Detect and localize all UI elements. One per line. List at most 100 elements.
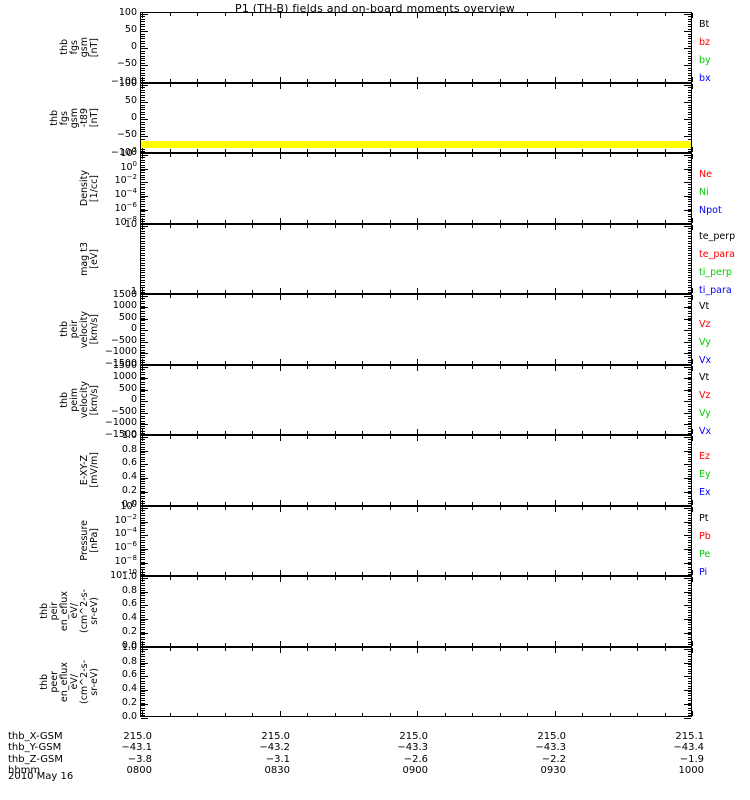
legend-item-ti_para[interactable]: ti_para xyxy=(699,284,732,296)
legend-item-vy[interactable]: Vy xyxy=(699,337,711,349)
y-minor-tick xyxy=(141,133,145,135)
legend-item-ne[interactable]: Ne xyxy=(699,169,712,181)
x-major-tick xyxy=(142,436,143,441)
legend-item-ez[interactable]: Ez xyxy=(699,451,710,463)
x-minor-tick xyxy=(225,290,226,293)
legend-item-vx[interactable]: Vx xyxy=(699,355,712,367)
y-minor-tick xyxy=(687,36,691,37)
x-major-tick xyxy=(417,711,418,716)
x-minor-tick xyxy=(170,224,171,228)
y-minor-tick xyxy=(687,469,691,470)
x-minor-tick xyxy=(390,224,391,228)
panel-fgs-gsm[interactable] xyxy=(140,12,693,84)
panel-peir-velocity[interactable] xyxy=(140,294,693,366)
y-axis-title-word: sr-eV) xyxy=(89,597,100,626)
y-major-tick xyxy=(141,14,148,15)
y-minor-tick xyxy=(687,43,691,44)
x-minor-tick xyxy=(197,506,198,510)
x-minor-tick xyxy=(445,642,446,646)
y-minor-tick xyxy=(141,493,145,494)
legend-item-ti_perp[interactable]: ti_perp xyxy=(699,266,732,278)
x-minor-tick xyxy=(335,149,336,152)
x-minor-tick xyxy=(307,149,308,152)
x-major-tick xyxy=(555,506,556,512)
panel-fgs-gsm-t89[interactable] xyxy=(140,82,693,155)
x-major-tick xyxy=(555,358,556,364)
y-tick-label: 10−4 xyxy=(114,186,137,201)
legend-item-by[interactable]: by xyxy=(699,55,711,67)
panel-mag-t3[interactable] xyxy=(140,223,693,294)
y-minor-tick xyxy=(141,388,145,390)
x-major-tick xyxy=(692,295,693,300)
y-minor-tick xyxy=(141,408,145,410)
panel-peir-en-eflux[interactable] xyxy=(140,576,693,648)
y-major-tick xyxy=(684,717,691,719)
legend-item-vt[interactable]: Vt xyxy=(699,301,710,313)
x-minor-tick xyxy=(252,13,253,16)
panel-efield[interactable] xyxy=(140,435,693,507)
x-minor-tick xyxy=(445,506,446,510)
y-minor-tick xyxy=(687,496,691,497)
legend-item-vy[interactable]: Vy xyxy=(699,407,711,419)
y-minor-tick xyxy=(687,333,691,334)
legend-item-pe[interactable]: Pe xyxy=(699,548,711,560)
x-minor-tick xyxy=(225,647,226,651)
y-minor-tick xyxy=(687,682,691,684)
panel-peim-velocity[interactable] xyxy=(140,364,693,437)
y-minor-tick xyxy=(141,301,145,302)
legend-item-ey[interactable]: Ey xyxy=(699,469,711,481)
x-minor-tick xyxy=(472,647,473,651)
y-major-tick xyxy=(141,400,148,402)
panel-pressure[interactable] xyxy=(140,505,693,578)
x-major-tick xyxy=(142,358,143,364)
y-minor-tick xyxy=(141,128,145,130)
y-major-tick xyxy=(684,423,691,425)
x-axis-value-y_gsm: −43.2 xyxy=(259,742,290,754)
y-minor-tick xyxy=(141,653,145,655)
y-minor-tick xyxy=(687,598,691,599)
legend-item-pt[interactable]: Pt xyxy=(699,512,709,524)
y-minor-tick xyxy=(687,653,691,655)
y-minor-tick xyxy=(141,461,145,462)
legend-item-vz[interactable]: Vz xyxy=(699,389,711,401)
legend-item-ex[interactable]: Ex xyxy=(699,487,711,499)
x-minor-tick xyxy=(225,13,226,16)
y-minor-tick xyxy=(687,536,691,538)
x-minor-tick xyxy=(610,219,611,223)
legend-item-vx[interactable]: Vx xyxy=(699,425,712,437)
y-minor-tick xyxy=(141,328,145,329)
legend-item-pb[interactable]: Pb xyxy=(699,530,711,542)
y-major-tick xyxy=(684,478,691,479)
legend-item-bz[interactable]: bz xyxy=(699,37,711,49)
legend-item-te_para[interactable]: te_para xyxy=(699,248,735,260)
x-minor-tick xyxy=(307,360,308,364)
y-major-tick xyxy=(141,225,148,227)
legend-item-te_perp[interactable]: te_perp xyxy=(699,230,736,242)
y-minor-tick xyxy=(687,527,691,529)
y-minor-tick xyxy=(141,56,145,57)
x-minor-tick xyxy=(527,436,528,439)
panel-density[interactable] xyxy=(140,153,693,225)
y-minor-tick xyxy=(141,187,145,188)
y-major-tick xyxy=(141,689,148,691)
y-major-tick xyxy=(684,437,691,438)
y-tick-label: 10−6 xyxy=(114,200,137,215)
x-minor-tick xyxy=(362,365,363,369)
y-minor-tick xyxy=(687,658,691,660)
x-minor-tick xyxy=(637,78,638,82)
x-axis-value-hhmm: 1000 xyxy=(678,765,704,777)
y-major-tick xyxy=(141,135,148,137)
y-minor-tick xyxy=(687,503,691,504)
legend-item-pi[interactable]: Pi xyxy=(699,566,708,578)
legend-item-npot[interactable]: Npot xyxy=(699,205,722,217)
legend-item-vt[interactable]: Vt xyxy=(699,371,710,383)
y-minor-tick xyxy=(141,637,145,638)
legend-item-bx[interactable]: bx xyxy=(699,73,711,85)
legend-item-vz[interactable]: Vz xyxy=(699,319,711,331)
panel-peer-en-eflux[interactable] xyxy=(140,646,693,719)
legend-item-ni[interactable]: Ni xyxy=(699,187,709,199)
legend-item-bt[interactable]: Bt xyxy=(699,19,710,31)
y-major-tick xyxy=(141,648,148,650)
y-minor-tick xyxy=(687,400,691,402)
y-minor-tick xyxy=(687,318,691,319)
